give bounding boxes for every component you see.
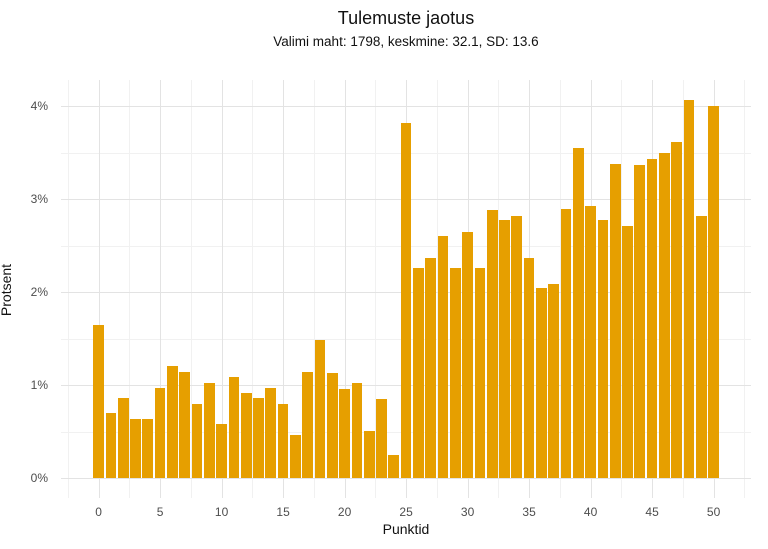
gridline-minor-vertical (498, 80, 500, 498)
histogram-bar (683, 100, 695, 478)
histogram-bar (203, 383, 215, 478)
histogram-bar (314, 340, 326, 478)
histogram-bar (277, 403, 289, 478)
histogram-bar (253, 398, 264, 478)
gridline-minor-vertical (621, 80, 623, 498)
histogram-bar (634, 164, 646, 478)
histogram-bar (548, 283, 560, 478)
x-tick-label: 5 (156, 505, 164, 519)
histogram-bar (388, 454, 400, 479)
histogram-bar (449, 267, 461, 478)
histogram-bar (400, 122, 412, 478)
x-tick-label: 40 (583, 505, 598, 519)
gridline-minor-vertical (436, 80, 438, 498)
x-tick-label: 10 (214, 505, 229, 519)
histogram-bar (499, 220, 510, 478)
x-tick-label: 30 (460, 505, 475, 519)
gridline-minor-vertical (375, 80, 377, 498)
gridline-major-vertical (160, 80, 162, 498)
x-tick-label: 35 (522, 505, 536, 519)
y-tick-label: 1% (30, 378, 48, 392)
histogram-bar (536, 288, 547, 478)
histogram-bar (695, 215, 707, 478)
histogram-bar (609, 163, 621, 478)
x-axis-title: Punktid (382, 521, 430, 537)
histogram-bar (708, 106, 719, 478)
histogram-bar (351, 383, 363, 478)
histogram-bar (597, 220, 609, 478)
histogram-bar (622, 226, 633, 478)
gridline-major-vertical (344, 80, 346, 498)
histogram-bar (326, 372, 338, 478)
gridline-minor-vertical (744, 80, 746, 498)
histogram-bar (523, 257, 535, 478)
histogram-bar (572, 147, 584, 478)
histogram-bar (585, 205, 596, 478)
histogram-bar (413, 267, 424, 478)
x-tick-label: 45 (645, 505, 659, 519)
x-tick-label: 20 (337, 505, 352, 519)
chart-subtitle: Valimi maht: 1798, keskmine: 32.1, SD: 1… (273, 34, 539, 49)
histogram-bar (105, 412, 117, 478)
histogram-bar (93, 324, 104, 478)
gridline-major-horizontal (61, 106, 751, 107)
x-tick-label: 0 (95, 505, 102, 519)
gridline-minor-vertical (682, 80, 684, 498)
x-tick-label: 50 (706, 505, 721, 519)
histogram-bar (240, 393, 252, 478)
y-tick-label: 4% (30, 99, 48, 113)
x-tick-label: 25 (399, 505, 413, 519)
histogram-bar (376, 398, 387, 478)
gridline-minor-vertical (559, 80, 561, 498)
gridline-major-vertical (283, 80, 285, 498)
histogram-bar (265, 387, 277, 478)
histogram-bar (462, 231, 473, 478)
histogram-bar (216, 424, 227, 478)
gridline-minor-vertical (190, 80, 192, 498)
histogram-bar (671, 142, 683, 478)
histogram-bar (117, 398, 129, 478)
histogram-bar (130, 418, 141, 478)
gridline-major-vertical (98, 80, 100, 498)
histogram-bar (167, 366, 178, 478)
histogram-bar (228, 376, 240, 478)
plot-panel (61, 80, 751, 498)
chart-title: Tulemuste jaotus (337, 8, 475, 28)
histogram-bar (474, 267, 486, 478)
histogram-bar (339, 388, 350, 478)
histogram-bar (486, 210, 498, 478)
histogram-bar (511, 215, 523, 478)
gridline-minor-vertical (129, 80, 131, 498)
x-tick-label: 15 (276, 505, 290, 519)
histogram-bar (154, 387, 166, 478)
y-tick-label: 2% (30, 285, 48, 299)
histogram-bar (142, 418, 154, 478)
histogram-bar (179, 372, 191, 478)
histogram-bar (363, 430, 375, 478)
histogram-bar (659, 153, 670, 478)
histogram-bar (560, 209, 572, 478)
gridline-minor-vertical (252, 80, 254, 498)
histogram-bar (191, 403, 203, 478)
gridline-major-horizontal (61, 478, 751, 479)
gridline-minor-vertical (313, 80, 315, 498)
histogram-bar (437, 236, 449, 478)
histogram-bar (425, 257, 437, 478)
gridline-major-vertical (221, 80, 223, 498)
histogram-bar (646, 159, 658, 478)
y-tick-label: 3% (30, 192, 48, 206)
histogram-bar (290, 435, 301, 478)
gridline-minor-vertical (67, 80, 69, 498)
y-tick-label: 0% (30, 471, 48, 485)
histogram-bar (302, 372, 314, 478)
